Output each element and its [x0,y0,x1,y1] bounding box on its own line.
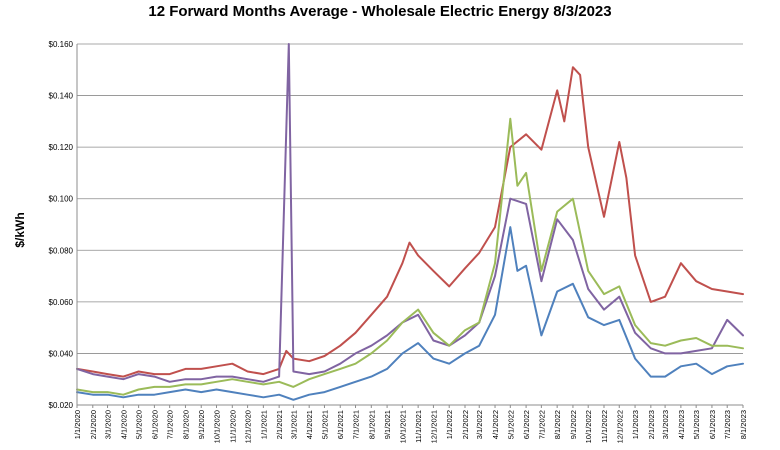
x-tick-label: 11/1/2020 [228,410,237,443]
x-tick-label: 5/1/2022 [506,410,515,439]
y-tick-label: $0.140 [49,92,74,101]
x-tick-label: 8/1/2021 [367,410,376,439]
x-tick-label: 5/1/2020 [135,410,144,439]
x-tick-label: 9/1/2022 [569,410,578,439]
y-tick-labels: $0.020 $0.040 $0.060 $0.080 $0.100 $0.120 $0.1… [49,40,74,410]
y-tick-label: $0.040 [49,349,74,358]
series-line-3 [76,117,744,396]
x-tick-label: 1/1/2021 [259,410,268,439]
x-tick-label: 1/1/2023 [631,410,640,439]
x-tick-label: 3/1/2023 [661,410,670,439]
x-tick-label: 10/1/2020 [213,410,222,443]
x-tick-label: 9/1/2020 [197,410,206,439]
x-tick-label: 3/1/2020 [104,410,113,439]
gridlines [77,43,743,406]
x-tick-label: 4/1/2020 [119,410,128,439]
y-tick-label: $0.120 [49,143,74,152]
x-tick-label: 4/1/2022 [491,410,500,439]
x-tick-label: 11/1/2021 [414,410,423,443]
x-tick-label: 6/1/2023 [708,410,717,439]
x-tick-label: 4/1/2021 [305,410,314,439]
y-tick-label: $0.100 [49,195,74,204]
x-tick-label: 9/1/2021 [383,410,392,439]
x-tick-label: 7/1/2022 [537,410,546,439]
x-tick-label: 8/1/2020 [181,410,190,439]
x-tick-label: 1/1/2022 [445,410,454,439]
x-tick-label: 12/1/2022 [615,410,624,443]
x-tick-label: 12/1/2021 [429,410,438,443]
y-tick-label: $0.060 [49,298,74,307]
x-tick-label: 6/1/2020 [150,410,159,439]
x-tick-label: 10/1/2021 [398,410,407,443]
x-tick-label: 5/1/2021 [320,410,329,439]
x-tick-label: 3/1/2022 [475,410,484,439]
x-tick-label: 10/1/2022 [584,410,593,443]
x-tick-labels: 1/1/2020 2/1/2020 3/1/2020 4/1/2020 5/1/2020… [73,405,748,443]
x-tick-label: 7/1/2023 [723,410,732,439]
y-axis-label: $/kWh [13,212,27,247]
x-tick-label: 12/1/2020 [244,410,253,443]
y-tick-label: $0.160 [49,40,74,49]
x-tick-label: 2/1/2022 [461,410,470,439]
x-tick-label: 2/1/2021 [275,410,284,439]
y-tick-label: $0.020 [49,401,74,410]
series-line-2 [76,43,744,383]
x-tick-label: 6/1/2021 [336,410,345,439]
y-tick-label: $0.080 [49,246,74,255]
series-lines [76,43,744,401]
x-tick-label: 2/1/2023 [647,410,656,439]
series-line-1 [76,66,744,378]
x-tick-label: 8/1/2022 [553,410,562,439]
chart-title: 12 Forward Months Average - Wholesale El… [148,3,611,20]
x-tick-label: 4/1/2023 [677,410,686,439]
x-tick-label: 7/1/2020 [166,410,175,439]
x-tick-label: 7/1/2021 [352,410,361,439]
x-tick-label: 8/1/2023 [739,410,748,439]
x-tick-label: 1/1/2020 [73,410,82,439]
x-tick-label: 3/1/2021 [289,410,298,439]
x-tick-label: 5/1/2023 [692,410,701,439]
x-tick-label: 2/1/2020 [89,410,98,439]
x-tick-label: 11/1/2022 [600,410,609,443]
series-line-4 [76,226,744,401]
x-tick-label: 6/1/2022 [522,410,531,439]
